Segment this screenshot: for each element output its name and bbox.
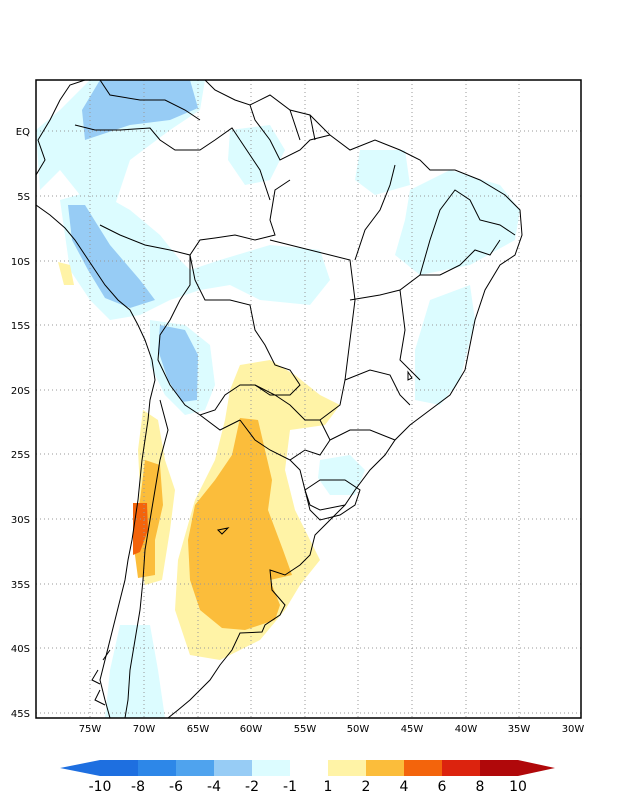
pos-light-spot bbox=[58, 262, 74, 285]
colorbar: -10 -8 -6 -4 -2 -1 1 2 4 6 8 10 bbox=[60, 760, 555, 795]
country-borders bbox=[36, 80, 523, 718]
colorbar-swatch-pos-4 bbox=[404, 760, 442, 776]
border-colombia-brazil bbox=[74, 124, 241, 151]
lon-label-50w: 50W bbox=[347, 724, 370, 735]
border-paraguay bbox=[239, 384, 331, 461]
colorbar-swatch-neg-8 bbox=[138, 760, 176, 776]
lat-label-30s: 30S bbox=[11, 515, 30, 526]
lat-label-45s: 45S bbox=[11, 709, 30, 720]
border-uruguay bbox=[304, 479, 361, 521]
border-peru-brazil bbox=[99, 139, 291, 256]
border-chile-argentina bbox=[124, 399, 169, 718]
neg-med-bolivia bbox=[158, 325, 198, 402]
tierra-islands bbox=[91, 649, 111, 706]
border-brazil-states bbox=[269, 164, 516, 441]
colorbar-label: 1 bbox=[324, 779, 333, 795]
lon-label-55w: 55W bbox=[294, 724, 317, 735]
lake-titicaca bbox=[216, 527, 230, 535]
colorbar-arrow-positive bbox=[518, 760, 555, 776]
colorbar-swatch-pos-8 bbox=[480, 760, 518, 776]
longitude-labels: 75W 70W 65W 60W 55W 50W 45W 40W 35W 30W bbox=[79, 724, 585, 735]
colorbar-label: -1 bbox=[283, 779, 297, 795]
neg-light-southeast bbox=[415, 285, 475, 405]
pos-med-main bbox=[188, 418, 292, 630]
colorbar-swatch-pos-1 bbox=[328, 760, 366, 776]
colorbar-label: -8 bbox=[131, 779, 145, 795]
colorbar-swatch-pos-2 bbox=[366, 760, 404, 776]
colorbar-label: -2 bbox=[245, 779, 259, 795]
lon-label-45w: 45W bbox=[401, 724, 424, 735]
lon-label-30w: 30W bbox=[562, 724, 585, 735]
lon-label-70w: 70W bbox=[133, 724, 156, 735]
lon-label-35w: 35W bbox=[508, 724, 531, 735]
lat-label-25s: 25S bbox=[11, 450, 30, 461]
colorbar-label: 2 bbox=[362, 779, 371, 795]
map-frame bbox=[35, 79, 582, 719]
lon-label-65w: 65W bbox=[187, 724, 210, 735]
colorbar-label: -6 bbox=[169, 779, 183, 795]
colorbar-label: -10 bbox=[89, 779, 112, 795]
lon-label-60w: 60W bbox=[240, 724, 263, 735]
colorbar-label: -4 bbox=[207, 779, 221, 795]
neg-light-east bbox=[355, 150, 410, 195]
lat-label-eq: EQ bbox=[16, 127, 30, 138]
colorbar-label: 4 bbox=[400, 779, 409, 795]
colorbar-swatch-zero bbox=[290, 760, 328, 776]
lake-east bbox=[407, 370, 413, 381]
border-venezuela bbox=[99, 80, 201, 121]
lat-label-35s: 35S bbox=[11, 580, 30, 591]
lon-label-75w: 75W bbox=[79, 724, 102, 735]
lat-label-5s: 5S bbox=[17, 192, 30, 203]
colorbar-swatch-neg-4 bbox=[214, 760, 252, 776]
map-content bbox=[36, 80, 581, 718]
border-guianas bbox=[249, 104, 331, 161]
colorbar-label: 8 bbox=[476, 779, 485, 795]
lat-label-10s: 10S bbox=[11, 257, 30, 268]
colorbar-swatch-neg-6 bbox=[176, 760, 214, 776]
neg-med-peru bbox=[68, 205, 155, 308]
colorbar-label: 10 bbox=[509, 779, 527, 795]
border-argentina-north bbox=[199, 414, 346, 511]
lat-label-20s: 20S bbox=[11, 386, 30, 397]
colorbar-swatch-pos-6 bbox=[442, 760, 480, 776]
latitude-labels: EQ 5S 10S 15S 20S 25S 30S 35S 40S 45S bbox=[11, 127, 30, 720]
lat-label-15s: 15S bbox=[11, 321, 30, 332]
coastline bbox=[36, 80, 523, 718]
gridlines bbox=[36, 80, 581, 718]
colorbar-arrow-negative bbox=[60, 760, 100, 776]
lon-label-40w: 40W bbox=[455, 724, 478, 735]
colorbar-swatch-neg-10 bbox=[100, 760, 138, 776]
colorbar-swatch-neg-2 bbox=[252, 760, 290, 776]
lat-label-40s: 40S bbox=[11, 644, 30, 655]
colorbar-label: 6 bbox=[438, 779, 447, 795]
neg-light-amazon bbox=[228, 125, 285, 185]
